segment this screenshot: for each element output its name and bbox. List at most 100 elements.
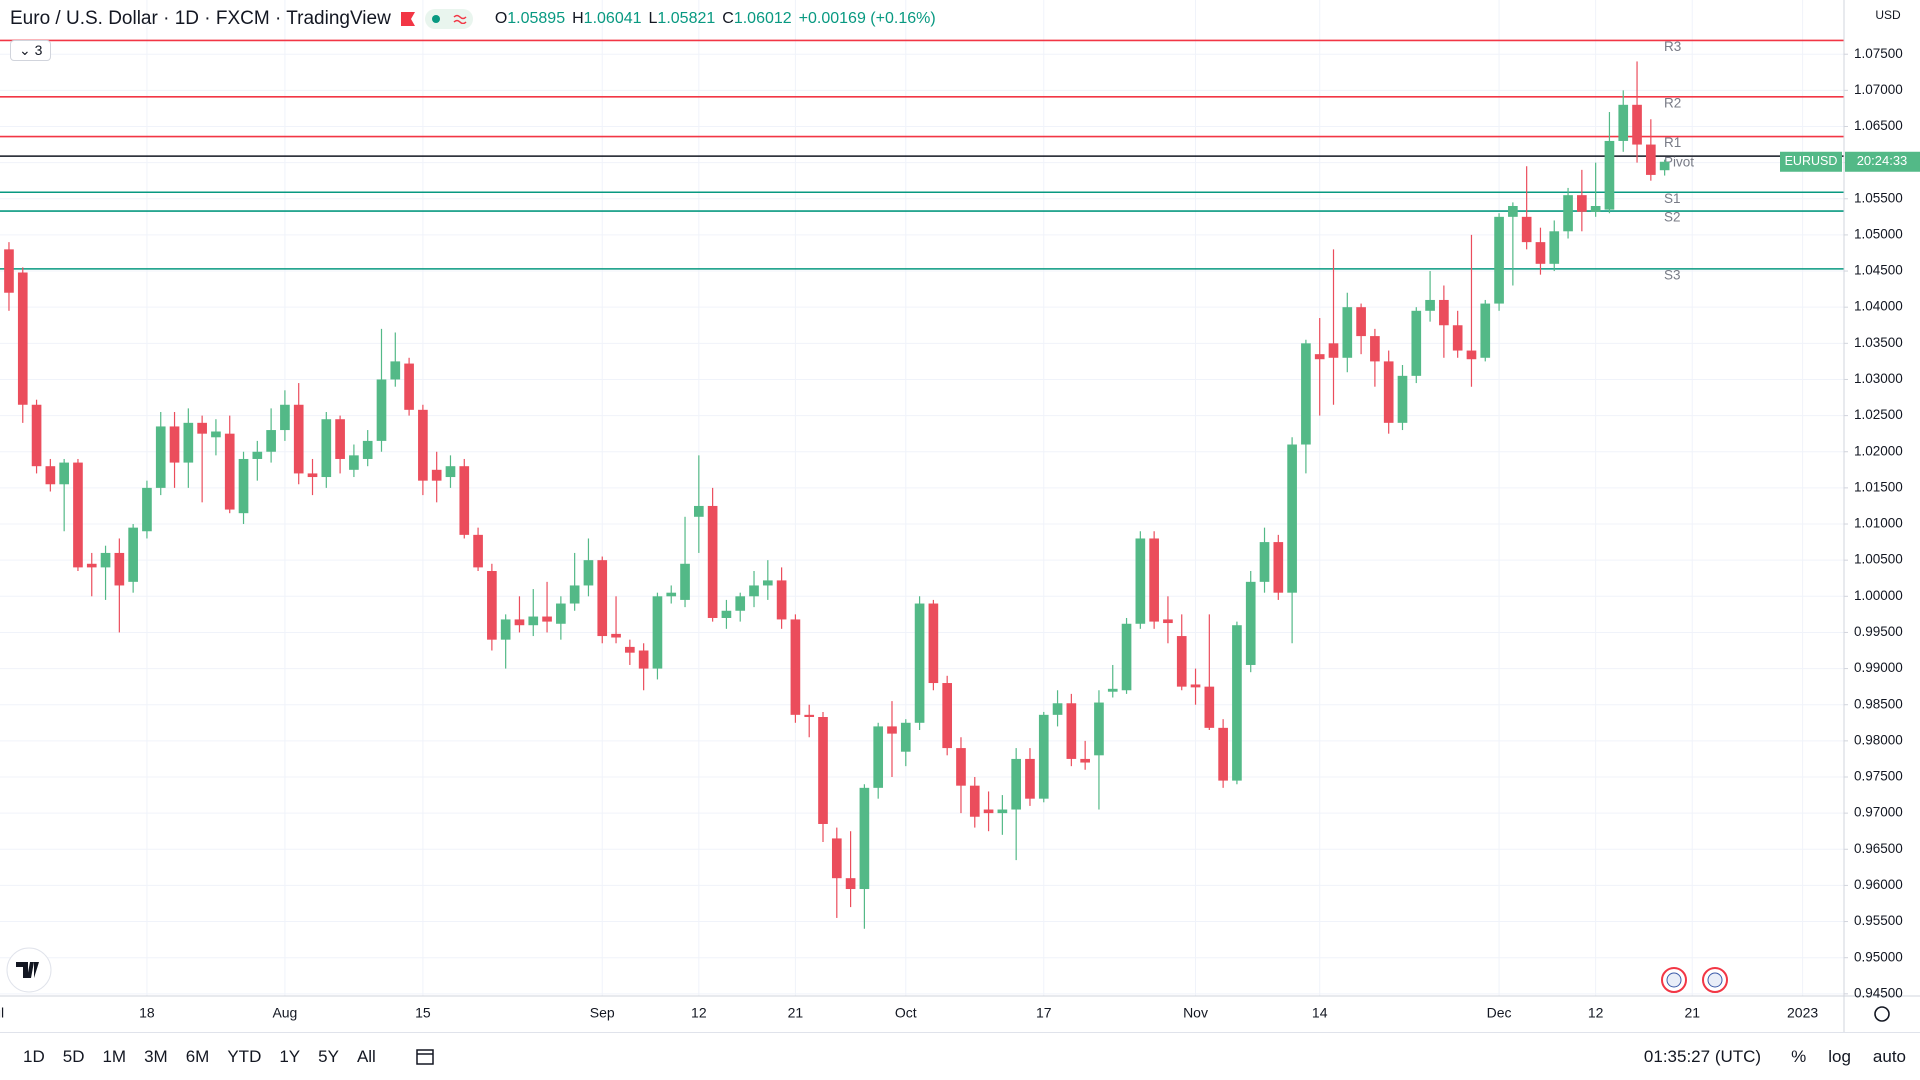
y-tick-label: 1.00500	[1854, 552, 1903, 567]
candle-body	[1494, 216, 1504, 304]
candle-body	[128, 527, 138, 582]
candle-body	[418, 409, 428, 481]
chart-canvas: R3 R2 R1 Pivot S1 S2 S3 USD 0.94500 0.95000 0.95…	[0, 0, 1920, 1032]
currency-label[interactable]: USD	[1875, 8, 1901, 22]
ohlc-item: O1.05895	[495, 10, 565, 28]
range-button[interactable]: YTD	[227, 1046, 262, 1066]
settings-icon[interactable]	[1874, 1006, 1890, 1022]
pivot-levels: R3 R2 R1 Pivot S1 S2 S3	[0, 39, 1844, 282]
candle-body	[183, 422, 194, 463]
y-tick-label: 1.05500	[1854, 190, 1903, 205]
y-tick-label: 1.02000	[1854, 443, 1903, 458]
candle-body	[1245, 581, 1256, 665]
candle-body	[1397, 375, 1408, 423]
candle-body	[845, 878, 856, 890]
y-tick-label: 0.98500	[1854, 696, 1903, 711]
candle-body	[86, 563, 97, 568]
indicator-count: 3	[34, 42, 43, 58]
symbol-tag-label: EURUSD	[1785, 154, 1838, 168]
y-tick-label: 1.03000	[1854, 371, 1903, 386]
x-tick-label: 15	[415, 1005, 431, 1021]
y-tick-label: 1.01500	[1854, 479, 1903, 494]
axes: USD 0.94500 0.95000 0.95500 0.96000 0.96500 0…	[0, 0, 1920, 1032]
candle-body	[1176, 636, 1187, 687]
ohlc-value: 1.06012	[733, 10, 792, 27]
candle-body	[1342, 307, 1353, 358]
grid	[0, 0, 1844, 996]
y-tick-label: 1.00000	[1854, 588, 1903, 603]
candle-body	[1452, 325, 1463, 351]
candle-body	[721, 610, 732, 618]
candle-body	[735, 596, 746, 611]
candle-body	[1204, 686, 1215, 728]
candle-body	[404, 363, 414, 410]
candle-body	[1107, 688, 1118, 692]
ohlc-key: C	[722, 10, 734, 27]
candle-body	[1273, 542, 1284, 593]
candle-body	[224, 433, 235, 510]
level-label: Pivot	[1664, 155, 1694, 170]
candle-body	[307, 473, 318, 478]
candle-body	[293, 404, 304, 474]
flag-icon[interactable]	[399, 11, 417, 27]
candle-body	[1508, 205, 1518, 217]
candle-body	[1011, 758, 1021, 810]
range-button[interactable]: 5Y	[318, 1046, 339, 1066]
y-tick-label: 0.96500	[1854, 841, 1903, 856]
candle-body	[431, 469, 442, 481]
candle-body	[487, 571, 497, 640]
candle-body	[17, 272, 28, 405]
symbol-title[interactable]: Euro / U.S. Dollar · 1D · FXCM · Trading…	[10, 8, 391, 29]
candle-body	[597, 560, 608, 637]
indicators-toggle[interactable]: ⌄ 3	[10, 40, 52, 61]
candle-body	[1521, 216, 1532, 243]
candle-body	[500, 619, 511, 640]
candle-body	[542, 616, 552, 622]
range-button[interactable]: 1D	[23, 1046, 45, 1066]
y-tick-label: 0.94500	[1854, 985, 1903, 1000]
candle-body	[942, 683, 953, 749]
price-tag	[1845, 151, 1920, 172]
y-tick-label: 0.95500	[1854, 913, 1903, 928]
range-button[interactable]: All	[356, 1046, 376, 1066]
ohlc-item: L1.05821	[649, 10, 716, 28]
scale-option[interactable]: auto	[1872, 1046, 1906, 1066]
candle-body	[1287, 444, 1297, 593]
range-button[interactable]: 6M	[185, 1046, 210, 1066]
candle-body	[473, 534, 483, 568]
x-tick-label: Jul	[0, 1005, 4, 1021]
candle-body	[1563, 195, 1573, 232]
x-tick-label: 18	[139, 1005, 155, 1021]
candle-body	[1549, 231, 1560, 264]
range-button[interactable]: 5D	[62, 1046, 85, 1066]
candle-body	[238, 458, 249, 514]
candle-body	[762, 580, 773, 586]
range-button[interactable]: 1Y	[279, 1046, 301, 1066]
scale-option[interactable]: %	[1791, 1046, 1807, 1066]
candle-body	[1425, 299, 1435, 311]
candle-body	[362, 440, 373, 459]
range-button[interactable]: 1M	[102, 1046, 127, 1066]
y-tick-label: 0.99000	[1854, 660, 1903, 675]
candle-body	[1356, 307, 1366, 337]
scale-option[interactable]: log	[1828, 1046, 1851, 1066]
y-tick-label: 1.06500	[1854, 118, 1903, 133]
range-button[interactable]: 3M	[144, 1046, 168, 1066]
market-status[interactable]	[424, 9, 473, 29]
candle-body	[1121, 623, 1132, 691]
event-flags[interactable]	[1661, 967, 1728, 993]
candle-body	[1535, 242, 1546, 264]
x-tick-label: 12	[691, 1005, 707, 1021]
date-range-icon[interactable]	[415, 1047, 437, 1067]
bottom-toolbar: 1D 5D 1M 3M 6M YTD 1Y 5Y All 01:35:27 (UTC) % log…	[0, 1032, 1920, 1080]
candle-body	[155, 426, 166, 488]
scale-options: % log auto	[1791, 1047, 1906, 1067]
candle-body	[900, 722, 911, 752]
candle-body	[31, 404, 42, 467]
candle-body	[445, 466, 456, 478]
candle-body	[873, 726, 884, 788]
candle-body	[859, 787, 870, 890]
candle-body	[321, 419, 332, 478]
level-label: R2	[1664, 95, 1681, 110]
